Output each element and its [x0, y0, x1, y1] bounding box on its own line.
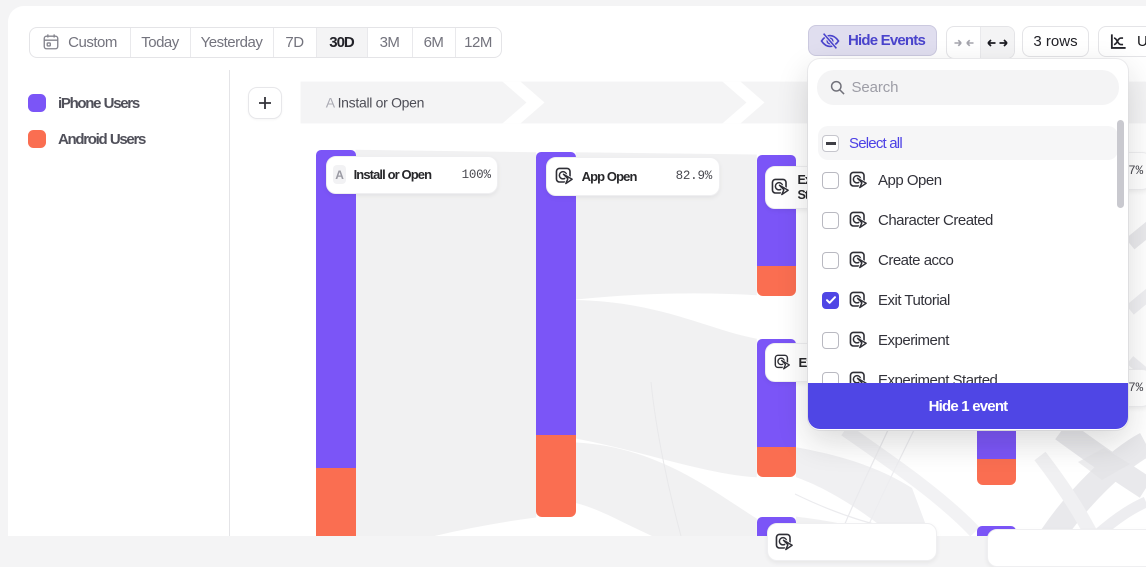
svg-text:Install or Open: Install or Open	[338, 95, 425, 111]
svg-text:A: A	[326, 95, 336, 111]
